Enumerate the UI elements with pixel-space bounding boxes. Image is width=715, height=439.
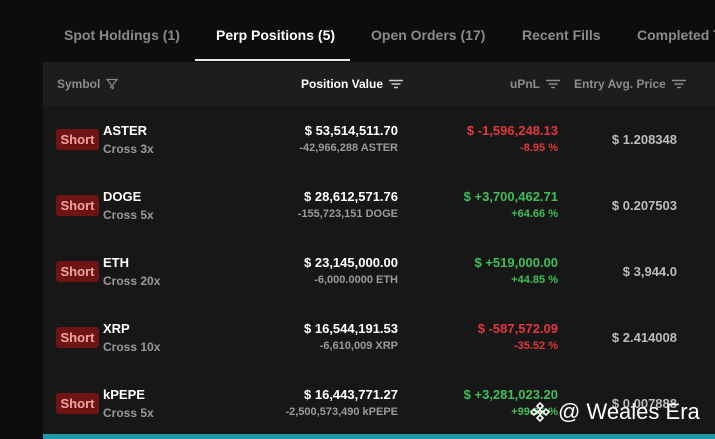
column-label-position-value: Position Value (301, 77, 384, 91)
upnl-value: $ +519,000.00 (474, 255, 559, 270)
upnl-value: $ +3,700,462.71 (463, 189, 558, 204)
sort-icon[interactable] (671, 79, 686, 89)
position-value: $ 16,544,191.53 (304, 321, 398, 336)
table-row[interactable]: Short DOGE Cross 5x $ 28,612,571.76 -155… (43, 172, 715, 238)
binance-icon (529, 401, 551, 423)
position-size: -6,000.0000 ETH (314, 274, 398, 286)
column-header-symbol[interactable]: Symbol (57, 77, 119, 91)
positions-table: Symbol Position Value uPnL Entry Avg. Pr… (43, 62, 715, 439)
tab-completed[interactable]: Completed T (637, 27, 715, 43)
position-value: $ 53,514,511.70 (304, 123, 398, 138)
table-row[interactable]: Short XRP Cross 10x $ 16,544,191.53 -6,6… (43, 304, 715, 370)
entry-price: $ 3,944.0 (622, 264, 677, 279)
leverage-label: Cross 5x (103, 406, 154, 420)
watermark-text: @ Weales Era (558, 399, 700, 424)
active-tab-indicator (195, 59, 350, 61)
position-size: -155,723,151 DOGE (297, 208, 398, 220)
column-label-entry-price: Entry Avg. Price (574, 77, 666, 91)
short-badge: Short (56, 327, 99, 348)
watermark: @ Weales Era (528, 399, 700, 425)
leverage-label: Cross 5x (103, 208, 154, 222)
short-badge: Short (56, 261, 99, 282)
table-row[interactable]: Short ASTER Cross 3x $ 53,514,511.70 -42… (43, 106, 715, 172)
table-row[interactable]: Short ETH Cross 20x $ 23,145,000.00 -6,0… (43, 238, 715, 304)
entry-price: $ 1.208348 (611, 132, 677, 147)
short-badge: Short (56, 129, 99, 150)
tab-bar: Spot Holdings (1) Perp Positions (5) Ope… (0, 0, 715, 62)
leverage-label: Cross 10x (103, 340, 161, 354)
entry-price: $ 2.414008 (611, 330, 677, 345)
tab-perp-positions[interactable]: Perp Positions (5) (216, 27, 336, 43)
upnl-percent: -35.52 % (513, 340, 558, 352)
column-header-position-value[interactable]: Position Value (301, 77, 404, 91)
column-header-upnl[interactable]: uPnL (510, 77, 560, 91)
upnl-value: $ -1,596,248.13 (466, 123, 558, 138)
position-size: -6,610,009 XRP (319, 340, 398, 352)
position-size: -42,966,288 ASTER (299, 142, 398, 154)
position-value: $ 28,612,571.76 (304, 189, 398, 204)
short-badge: Short (56, 195, 99, 216)
upnl-value: $ +3,281,023.20 (463, 387, 558, 402)
sort-icon[interactable] (546, 79, 560, 89)
leverage-label: Cross 20x (103, 274, 161, 288)
column-label-symbol: Symbol (57, 77, 101, 91)
upnl-percent: -8.95 % (520, 142, 558, 154)
column-header-entry-price[interactable]: Entry Avg. Price (574, 77, 686, 91)
sort-icon[interactable] (389, 79, 404, 89)
symbol-name[interactable]: DOGE (103, 189, 142, 204)
tab-open-orders[interactable]: Open Orders (17) (371, 27, 486, 43)
short-badge: Short (56, 393, 99, 414)
column-label-upnl: uPnL (510, 77, 540, 91)
entry-price: $ 0.207503 (611, 198, 677, 213)
upnl-percent: +64.66 % (511, 208, 558, 220)
horizontal-scrollbar[interactable] (43, 434, 715, 439)
filter-icon[interactable] (106, 78, 119, 90)
leverage-label: Cross 3x (103, 142, 154, 156)
symbol-name[interactable]: XRP (103, 321, 130, 336)
table-header: Symbol Position Value uPnL Entry Avg. Pr… (43, 62, 715, 106)
upnl-percent: +44.85 % (511, 274, 558, 286)
position-value: $ 16,443,771.27 (304, 387, 398, 402)
entry-price: $ 0.007888 (611, 396, 677, 411)
position-value: $ 23,145,000.00 (304, 255, 398, 270)
symbol-name[interactable]: ETH (103, 255, 129, 270)
position-size: -2,500,573,490 kPEPE (285, 406, 398, 418)
tab-recent-fills[interactable]: Recent Fills (522, 27, 601, 43)
tab-spot-holdings[interactable]: Spot Holdings (1) (64, 27, 180, 43)
upnl-value: $ -587,572.09 (477, 321, 558, 336)
symbol-name[interactable]: ASTER (103, 123, 148, 138)
symbol-name[interactable]: kPEPE (103, 387, 145, 402)
